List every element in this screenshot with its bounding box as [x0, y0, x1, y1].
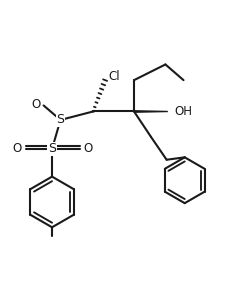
- Text: S: S: [57, 113, 64, 127]
- Text: Cl: Cl: [109, 70, 120, 83]
- Text: S: S: [48, 142, 56, 155]
- Text: O: O: [32, 98, 41, 111]
- Text: O: O: [84, 142, 93, 155]
- Text: OH: OH: [174, 105, 193, 118]
- Text: O: O: [12, 142, 22, 155]
- Polygon shape: [134, 111, 168, 112]
